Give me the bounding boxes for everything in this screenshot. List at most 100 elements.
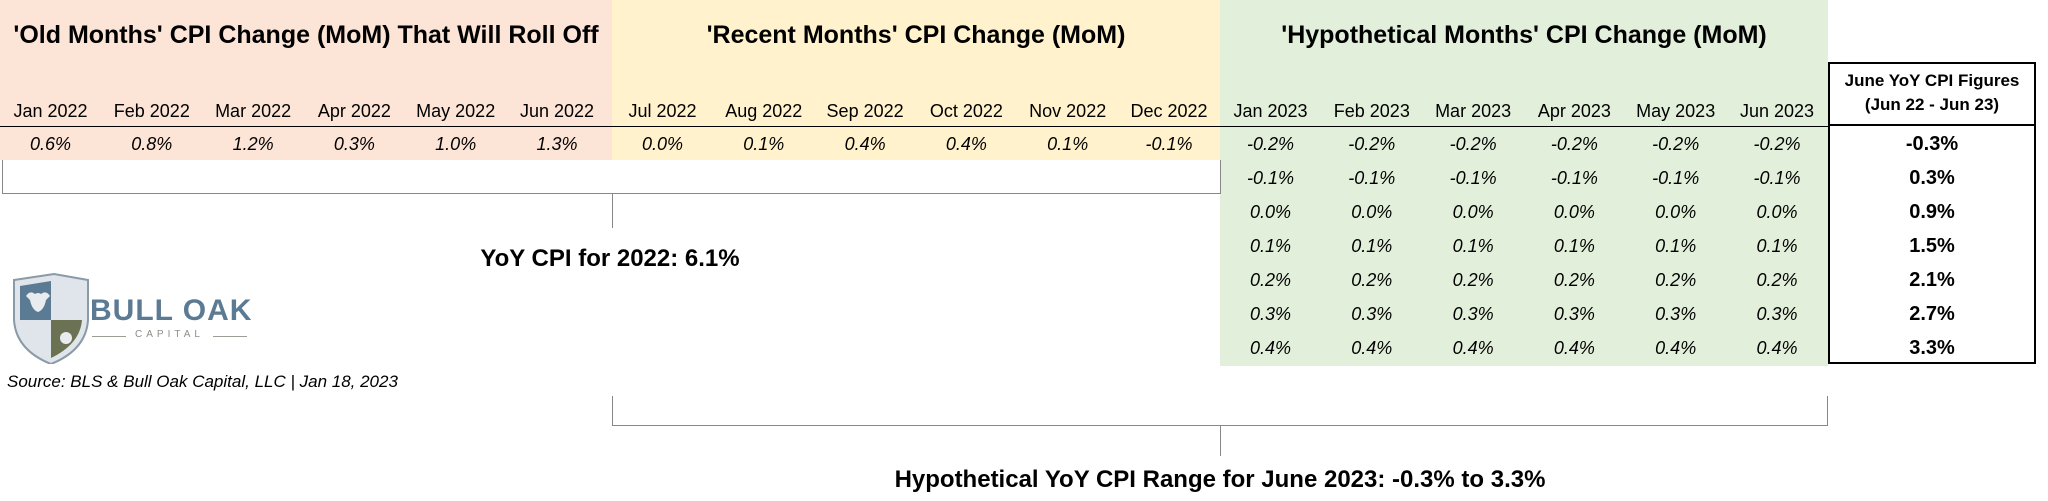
old-month-header: Apr 2022 bbox=[317, 101, 391, 121]
hypothetical-month-value: -0.1% bbox=[1246, 168, 1295, 188]
hypothetical-month-value: -0.1% bbox=[1348, 168, 1396, 188]
recent-month-header: Dec 2022 bbox=[1130, 101, 1208, 121]
logo-rule-right bbox=[213, 336, 247, 337]
hypothetical-month-value: 0.0% bbox=[1655, 202, 1697, 222]
hypothetical-month-value: 0.2% bbox=[1756, 270, 1798, 290]
hypothetical-month-value: 0.0% bbox=[1351, 202, 1393, 222]
recent-month-value: 0.4% bbox=[945, 134, 987, 154]
hypothetical-month-value: 0.3% bbox=[1553, 304, 1595, 324]
recent-month-value: 0.4% bbox=[844, 134, 886, 154]
logo-name: BULL OAK bbox=[90, 294, 253, 327]
hypothetical-month-value: 0.2% bbox=[1452, 270, 1494, 290]
hypothetical-month-value: 0.3% bbox=[1655, 304, 1697, 324]
yoy-figure-value: 3.3% bbox=[1909, 337, 1955, 359]
recent-months-title: 'Recent Months' CPI Change (MoM) bbox=[706, 21, 1126, 49]
yoy-2023-range-label: Hypothetical YoY CPI Range for June 2023… bbox=[894, 466, 1546, 493]
recent-month-value: 0.1% bbox=[1047, 134, 1089, 154]
hypothetical-month-value: 0.0% bbox=[1452, 202, 1494, 222]
hypothetical-month-value: -0.2% bbox=[1348, 134, 1396, 154]
yoy-header-line1: June YoY CPI Figures bbox=[1844, 71, 2020, 90]
old-month-value: 0.6% bbox=[29, 134, 72, 154]
old-month-value: 0.8% bbox=[131, 134, 173, 154]
hypothetical-month-value: 0.2% bbox=[1655, 270, 1697, 290]
hypothetical-month-value: 0.1% bbox=[1452, 236, 1494, 256]
yoy-figure-value: -0.3% bbox=[1905, 133, 1959, 155]
hypothetical-month-value: 0.4% bbox=[1351, 338, 1393, 358]
hypothetical-month-value: 0.1% bbox=[1756, 236, 1798, 256]
hypothetical-month-value: 0.2% bbox=[1351, 270, 1393, 290]
hypothetical-month-value: 0.4% bbox=[1756, 338, 1798, 358]
hypothetical-month-value: 0.3% bbox=[1452, 304, 1494, 324]
old-month-header: May 2022 bbox=[416, 101, 496, 121]
bull-oak-shield-logo bbox=[13, 272, 89, 364]
recent-months-band bbox=[612, 0, 1220, 160]
hypothetical-month-value: 0.2% bbox=[1249, 270, 1292, 290]
recent-month-header: Oct 2022 bbox=[929, 101, 1003, 121]
hypothetical-months-title: 'Hypothetical Months' CPI Change (MoM) bbox=[1281, 21, 1767, 49]
hypothetical-month-header: Jan 2023 bbox=[1233, 101, 1308, 121]
hypothetical-month-value: 0.3% bbox=[1351, 304, 1393, 324]
recent-month-value: -0.1% bbox=[1145, 134, 1193, 154]
yoy-figure-value: 2.1% bbox=[1909, 269, 1955, 291]
old-month-header: Mar 2022 bbox=[215, 101, 292, 121]
hypothetical-month-value: 0.1% bbox=[1655, 236, 1697, 256]
source-note: Source: BLS & Bull Oak Capital, LLC | Ja… bbox=[7, 372, 398, 391]
hypothetical-month-value: 0.1% bbox=[1553, 236, 1595, 256]
recent-month-header: Jul 2022 bbox=[628, 101, 697, 121]
bracket-2022-bottom bbox=[2, 193, 1220, 194]
hypothetical-month-value: 0.0% bbox=[1553, 202, 1595, 222]
hypothetical-months-band bbox=[1220, 0, 1828, 366]
old-month-value: 1.0% bbox=[435, 134, 477, 154]
hypothetical-month-value: 0.1% bbox=[1249, 236, 1292, 256]
hypothetical-month-value: -0.2% bbox=[1652, 134, 1700, 154]
yoy-figure-value: 2.7% bbox=[1909, 303, 1955, 325]
logo-rule-left bbox=[92, 336, 126, 337]
hypothetical-month-header: Apr 2023 bbox=[1537, 101, 1611, 121]
hypothetical-month-value: 0.1% bbox=[1351, 236, 1393, 256]
hypothetical-month-value: -0.2% bbox=[1246, 134, 1295, 154]
recent-month-header: Aug 2022 bbox=[725, 101, 803, 121]
old-month-header: Jan 2022 bbox=[13, 101, 88, 121]
yoy-figure-value: 0.3% bbox=[1909, 167, 1955, 189]
bracket-2023-left bbox=[612, 396, 613, 426]
logo-subtitle: CAPITAL bbox=[135, 329, 204, 340]
bracket-2023-bottom bbox=[612, 425, 1828, 426]
yoy-figure-value: 1.5% bbox=[1909, 235, 1955, 257]
yoy-header-divider bbox=[1830, 124, 2034, 126]
bracket-2022-right bbox=[1220, 160, 1221, 194]
old-months-band bbox=[0, 0, 612, 160]
hypothetical-month-value: 0.0% bbox=[1756, 202, 1798, 222]
hypothetical-month-value: 0.4% bbox=[1655, 338, 1697, 358]
hypothetical-month-value: 0.3% bbox=[1756, 304, 1798, 324]
bracket-2022-left bbox=[2, 160, 3, 194]
hypothetical-month-value: -0.1% bbox=[1753, 168, 1801, 188]
hypothetical-month-value: 0.4% bbox=[1553, 338, 1595, 358]
hypothetical-month-header: Feb 2023 bbox=[1333, 101, 1410, 121]
bracket-2022-tick bbox=[612, 194, 613, 228]
yoy-figures-box bbox=[1828, 62, 2036, 364]
hypothetical-month-value: -0.1% bbox=[1550, 168, 1598, 188]
hypothetical-month-value: 0.0% bbox=[1249, 202, 1292, 222]
old-month-value: 0.3% bbox=[333, 134, 375, 154]
old-months-title: 'Old Months' CPI Change (MoM) That Will … bbox=[13, 21, 599, 49]
yoy-figures-header: June YoY CPI Figures (Jun 22 - Jun 23) bbox=[1830, 64, 2034, 124]
recent-month-header: Nov 2022 bbox=[1029, 101, 1107, 121]
bracket-2023-right bbox=[1827, 396, 1828, 426]
hypothetical-month-header: May 2023 bbox=[1636, 101, 1716, 121]
yoy-figure-value: 0.9% bbox=[1909, 201, 1955, 223]
old-month-value: 1.3% bbox=[536, 134, 578, 154]
hypothetical-month-value: 0.3% bbox=[1249, 304, 1292, 324]
hypothetical-month-value: 0.2% bbox=[1553, 270, 1595, 290]
hypothetical-month-value: -0.2% bbox=[1550, 134, 1598, 154]
recent-month-header: Sep 2022 bbox=[826, 101, 904, 121]
recent-month-value: 0.1% bbox=[743, 134, 785, 154]
old-month-header: Jun 2022 bbox=[519, 101, 595, 121]
bracket-2023-tick bbox=[1220, 426, 1221, 456]
old-month-value: 1.2% bbox=[232, 134, 274, 154]
hypothetical-month-value: -0.1% bbox=[1449, 168, 1497, 188]
yoy-header-line2: (Jun 22 - Jun 23) bbox=[1864, 95, 2000, 114]
old-month-header: Feb 2022 bbox=[113, 101, 190, 121]
hypothetical-month-header: Jun 2023 bbox=[1739, 101, 1815, 121]
hypothetical-month-value: -0.1% bbox=[1652, 168, 1700, 188]
hypothetical-month-value: 0.4% bbox=[1249, 338, 1292, 358]
